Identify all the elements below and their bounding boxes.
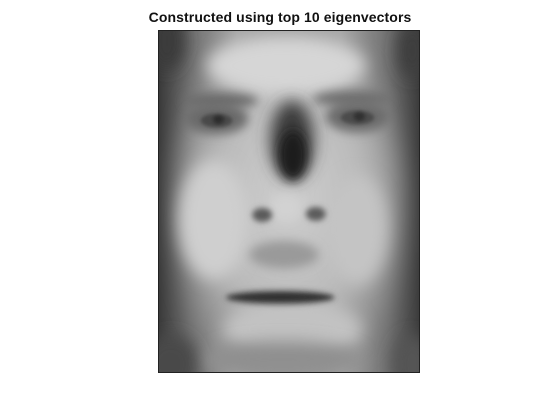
image-axes <box>158 30 420 373</box>
plot-title: Constructed using top 10 eigenvectors <box>148 9 412 25</box>
face-image <box>159 31 419 372</box>
